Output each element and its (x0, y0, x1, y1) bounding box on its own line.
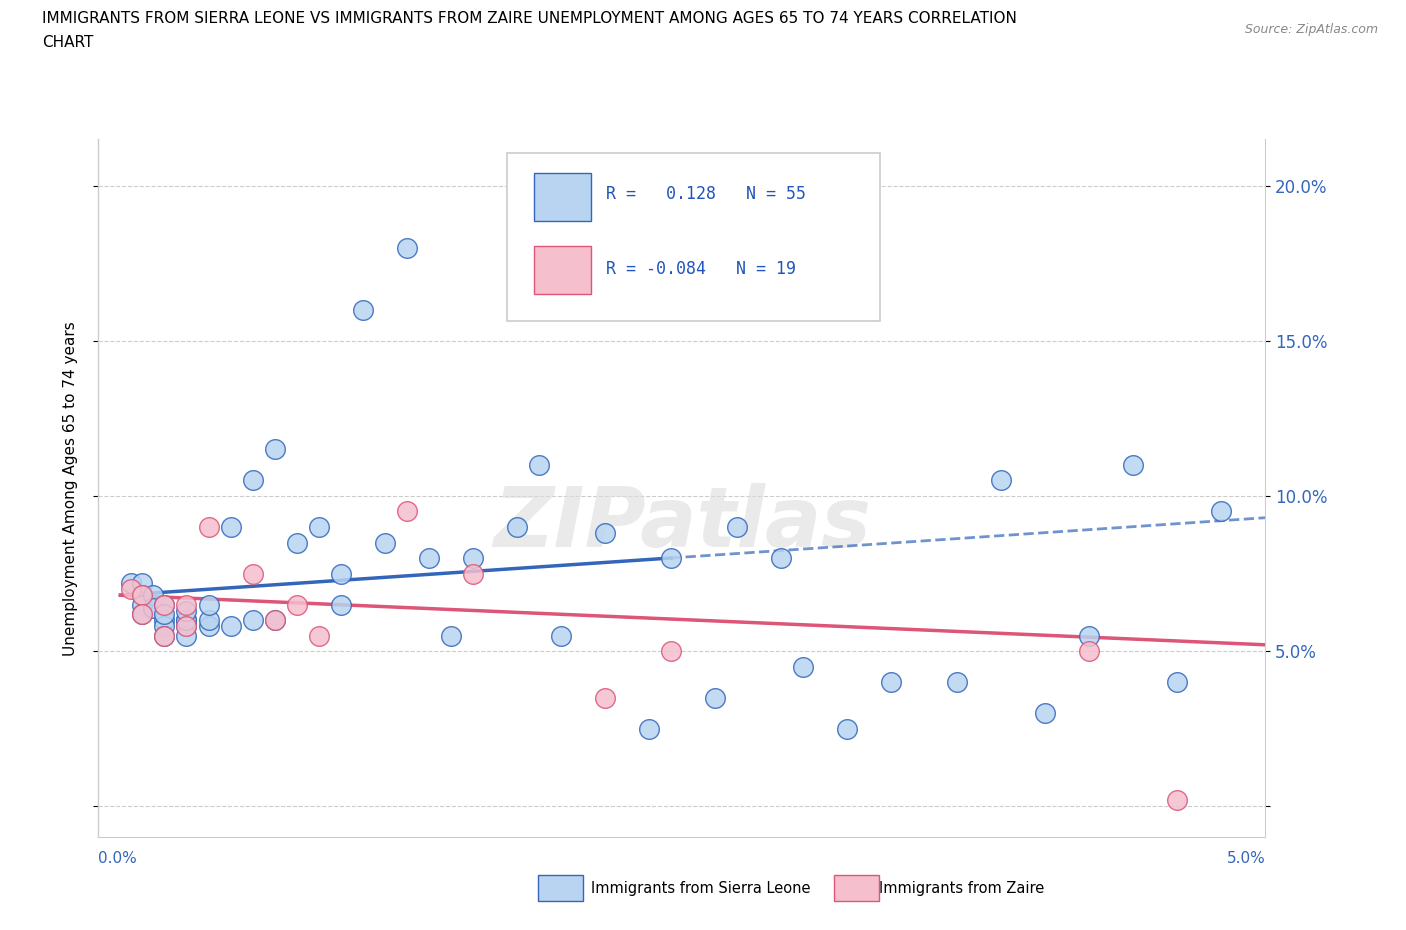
Point (1078, 644, 1101, 658)
Point (142, 600, 165, 615)
Point (352, 302, 374, 317)
Text: ZIPatlas: ZIPatlas (494, 483, 870, 564)
Text: R =   0.128   N = 55: R = 0.128 N = 55 (606, 185, 806, 203)
Point (219, 618, 242, 633)
Point (593, 525, 616, 540)
Point (219, 520, 242, 535)
Point (131, 576, 153, 591)
Point (285, 597, 308, 612)
Point (835, 721, 858, 736)
Point (120, 581, 142, 596)
Point (308, 520, 330, 535)
Point (153, 628, 176, 643)
Point (263, 613, 285, 628)
Point (792, 659, 814, 674)
Point (176, 604, 198, 618)
Point (176, 618, 198, 633)
Point (461, 551, 484, 565)
Point (131, 606, 153, 621)
Point (263, 613, 285, 628)
Point (242, 613, 264, 628)
Point (1122, 458, 1144, 472)
Text: CHART: CHART (42, 35, 94, 50)
Text: Source: ZipAtlas.com: Source: ZipAtlas.com (1244, 23, 1378, 36)
Point (153, 613, 176, 628)
Point (197, 613, 219, 628)
Point (242, 566, 264, 581)
Point (131, 588, 153, 603)
Point (703, 690, 725, 705)
Point (659, 551, 682, 565)
Point (120, 576, 142, 591)
Point (197, 520, 219, 535)
Point (153, 628, 176, 643)
Point (527, 458, 550, 472)
FancyBboxPatch shape (534, 246, 591, 294)
Point (550, 628, 572, 643)
Point (329, 597, 352, 612)
Point (285, 535, 308, 550)
Point (638, 721, 661, 736)
Point (197, 597, 219, 612)
Point (395, 241, 418, 256)
Point (1166, 792, 1188, 807)
Point (440, 628, 463, 643)
Point (131, 606, 153, 621)
Point (659, 644, 682, 658)
Y-axis label: Unemployment Among Ages 65 to 74 years: Unemployment Among Ages 65 to 74 years (63, 321, 77, 656)
Point (946, 674, 969, 689)
Point (263, 442, 285, 457)
Point (769, 551, 792, 565)
Text: R = -0.084   N = 19: R = -0.084 N = 19 (606, 259, 796, 277)
Point (506, 520, 529, 535)
Point (593, 690, 616, 705)
Point (153, 597, 176, 612)
Text: IMMIGRANTS FROM SIERRA LEONE VS IMMIGRANTS FROM ZAIRE UNEMPLOYMENT AMONG AGES 65: IMMIGRANTS FROM SIERRA LEONE VS IMMIGRAN… (42, 11, 1017, 26)
Point (1211, 504, 1233, 519)
Point (395, 504, 418, 519)
Point (131, 597, 153, 612)
Point (725, 520, 748, 535)
Point (1166, 674, 1188, 689)
FancyBboxPatch shape (506, 153, 880, 321)
Point (880, 674, 903, 689)
Point (176, 628, 198, 643)
Point (308, 628, 330, 643)
Point (176, 613, 198, 628)
Point (1033, 706, 1056, 721)
Point (153, 606, 176, 621)
Point (197, 618, 219, 633)
Point (1078, 628, 1101, 643)
Point (142, 588, 165, 603)
Point (990, 473, 1012, 488)
Point (153, 597, 176, 612)
Point (131, 588, 153, 603)
Point (461, 566, 484, 581)
Point (550, 194, 572, 209)
FancyBboxPatch shape (534, 173, 591, 221)
Point (153, 618, 176, 633)
Point (176, 597, 198, 612)
Point (242, 473, 264, 488)
Text: Immigrants from Zaire: Immigrants from Zaire (879, 881, 1045, 896)
Point (176, 613, 198, 628)
Text: 5.0%: 5.0% (1226, 851, 1265, 866)
Point (418, 551, 440, 565)
Text: 0.0%: 0.0% (98, 851, 138, 866)
Text: Immigrants from Sierra Leone: Immigrants from Sierra Leone (591, 881, 810, 896)
Point (374, 535, 396, 550)
Point (176, 618, 198, 633)
Point (329, 566, 352, 581)
